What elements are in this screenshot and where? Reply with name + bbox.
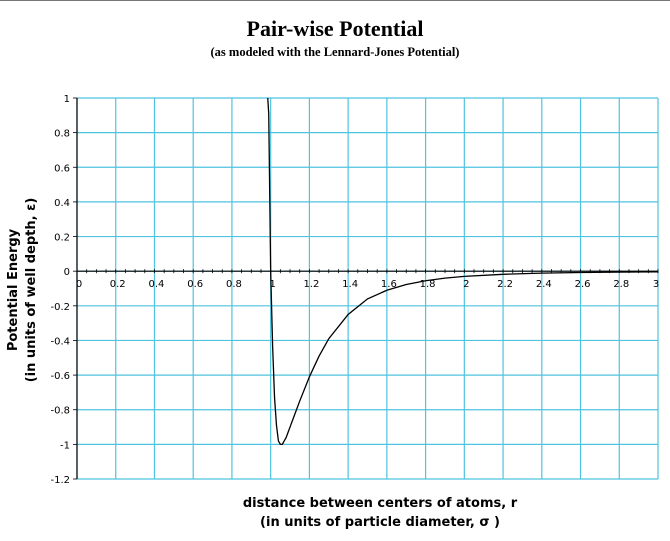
y-tick-label-4: 0.2 (54, 233, 70, 244)
y-tick-label-0: 1 (64, 94, 70, 105)
y-tick-label-7: -0.4 (50, 336, 70, 347)
series-line-lennard-jones (267, 97, 659, 446)
x-tick-label-2: 0.4 (149, 279, 165, 290)
y-tick-label-5: 0 (64, 267, 70, 278)
x-tick-label-5: 1 (269, 279, 275, 290)
x-tick-label-13: 2.6 (575, 279, 591, 290)
y-axis-label: Potential Energy (in units of well depth… (6, 198, 39, 383)
x-tick-labels: 0 0.2 0.4 0.6 0.8 1 1.2 1.4 1.6 1.8 2 2.2 2.4 2.6 2.8 3 (76, 279, 659, 290)
y-tick-label-3: 0.4 (54, 198, 70, 209)
x-tick-label-11: 2.2 (497, 279, 513, 290)
x-axis-label-line-1: distance between centers of atoms, r (242, 496, 518, 511)
y-tick-label-2: 0.6 (54, 163, 70, 174)
y-tick-label-9: -0.8 (50, 406, 70, 417)
x-tick-label-10: 2 (463, 279, 469, 290)
x-tick-label-4: 0.8 (226, 279, 242, 290)
y-tick-labels: 1 0.8 0.6 0.4 0.2 0 -0.2 -0.4 -0.6 -0.8 -1 -1.2 (50, 94, 70, 486)
y-tick-label-11: -1.2 (50, 475, 70, 486)
x-tick-label-1: 0.2 (110, 279, 126, 290)
x-tick-label-14: 2.8 (613, 279, 629, 290)
x-tick-label-9: 1.8 (420, 279, 436, 290)
x-tick-label-3: 0.6 (187, 279, 203, 290)
y-axis-label-line-2: (in units of well depth, ε) (24, 198, 39, 383)
y-axis-label-line-1: Potential Energy (6, 228, 21, 351)
x-tick-label-12: 2.4 (536, 279, 552, 290)
y-tick-label-8: -0.6 (50, 371, 70, 382)
top-border-line (0, 0, 670, 1)
x-tick-label-0: 0 (76, 279, 82, 290)
chart-subtitle: (as modeled with the Lennard-Jones Poten… (210, 45, 460, 59)
chart-title: Pair-wise Potential (246, 16, 424, 41)
y-tick-label-6: -0.2 (50, 302, 70, 313)
x-tick-label-7: 1.4 (342, 279, 358, 290)
y-tick-label-10: -1 (60, 440, 70, 451)
x-tick-label-6: 1.2 (303, 279, 319, 290)
x-tick-label-15: 3 (653, 279, 659, 290)
x-tick-label-8: 1.6 (381, 279, 397, 290)
y-tick-label-1: 0.8 (54, 129, 70, 140)
x-axis-label-line-2: (in units of particle diameter, σ ) (260, 515, 500, 530)
